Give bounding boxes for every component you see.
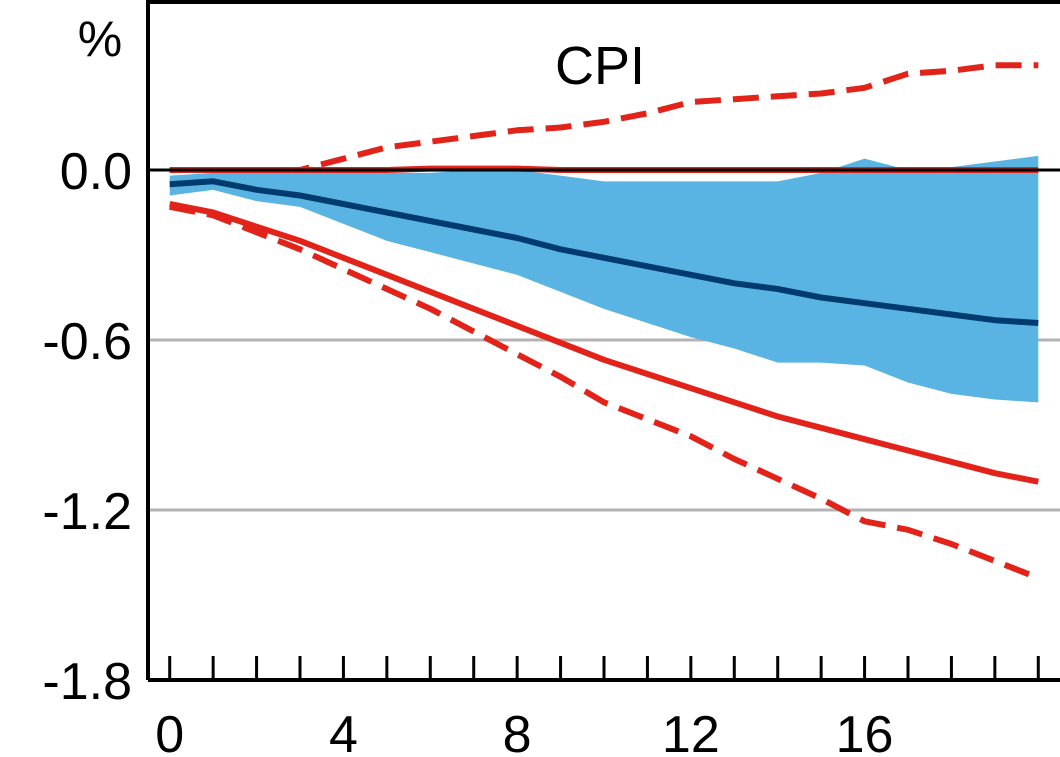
y-tick-label-0: 0.0 <box>60 143 132 201</box>
axis-layer <box>146 0 1060 682</box>
series-line-0 <box>169 178 1039 326</box>
series-line-3 <box>169 62 1039 173</box>
x-tick-label-3: 12 <box>662 706 720 757</box>
band-layer <box>169 155 1039 403</box>
x-tick-label-1: 4 <box>329 706 358 757</box>
y-tick-label-1: -0.6 <box>42 313 132 371</box>
y-tick-label-2: -1.2 <box>42 483 132 541</box>
series-line-2 <box>169 201 1039 485</box>
label-layer: CPI % 0 4 8 12 16 0.0 -0.6 -1.2 -1.8 <box>42 11 893 757</box>
y-tick-label-3: -1.8 <box>42 653 132 711</box>
y-unit-label: % <box>78 11 122 67</box>
x-tick-label-2: 8 <box>503 706 532 757</box>
series-line-4 <box>169 203 1040 581</box>
x-tick-label-0: 0 <box>155 706 184 757</box>
confidence-band <box>169 155 1039 403</box>
x-tick-label-4: 16 <box>836 706 894 757</box>
chart-title: CPI <box>555 36 645 96</box>
